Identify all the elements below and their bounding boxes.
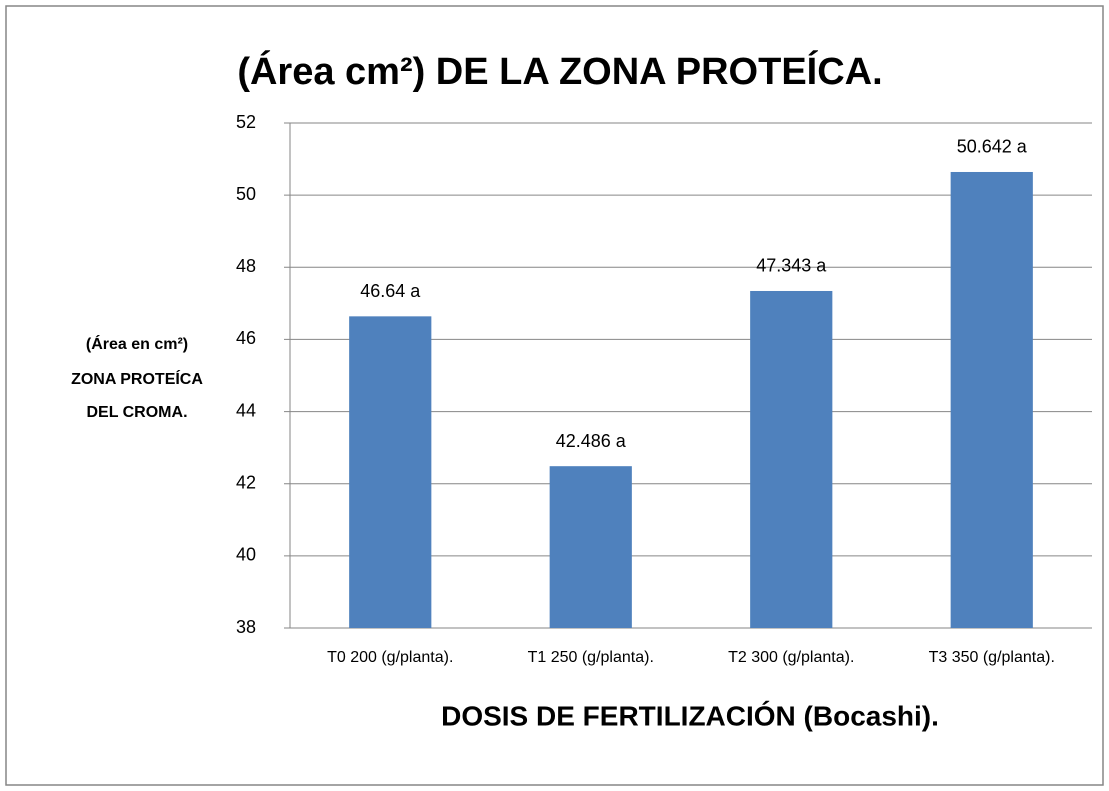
y-tick-label: 44 [236, 400, 256, 420]
bar [950, 171, 1033, 629]
bar [549, 466, 632, 628]
y-tick-label: 50 [236, 184, 256, 204]
x-tick-label: T0 200 (g/planta). [327, 649, 453, 666]
x-axis-label: DOSIS DE FERTILIZACIÓN (Bocashi). [441, 700, 939, 731]
y-tick-label: 38 [236, 617, 256, 637]
data-label: 47.343 a [756, 256, 827, 276]
y-axis-label: (Área en cm²) [86, 334, 188, 353]
y-tick-label: 42 [236, 472, 256, 492]
y-tick-label: 48 [236, 256, 256, 276]
y-tick-label: 40 [236, 545, 256, 565]
x-tick-label: T3 350 (g/planta). [929, 649, 1055, 666]
chart-title: (Área cm²) DE LA ZONA PROTEÍCA. [237, 49, 882, 93]
data-label: 42.486 a [556, 431, 627, 451]
y-tick-label: 46 [236, 328, 256, 348]
y-axis-label: ZONA PROTEÍCA [71, 369, 203, 388]
x-tick-label: T2 300 (g/planta). [728, 649, 854, 666]
bar [349, 316, 432, 628]
chart-border [5, 5, 1104, 786]
x-tick-label: T1 250 (g/planta). [528, 649, 654, 666]
y-axis-label: DEL CROMA. [86, 404, 187, 421]
data-label: 50.642 a [957, 137, 1028, 157]
y-tick-label: 52 [236, 112, 256, 132]
data-label: 46.64 a [360, 281, 421, 301]
bar [750, 290, 833, 628]
